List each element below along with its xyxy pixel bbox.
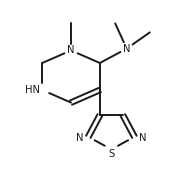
Text: N: N — [123, 44, 131, 54]
Text: HN: HN — [25, 85, 40, 95]
Text: N: N — [76, 133, 84, 143]
Text: N: N — [139, 133, 147, 143]
Text: S: S — [108, 149, 114, 159]
Text: N: N — [67, 45, 75, 55]
